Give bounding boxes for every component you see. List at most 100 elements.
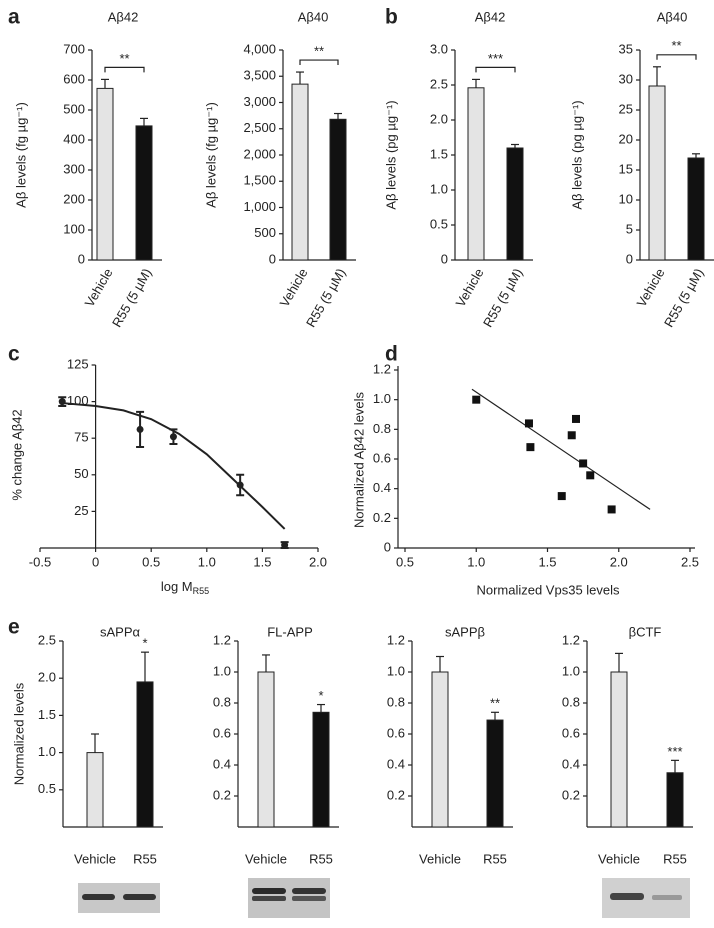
blot-band: [610, 893, 644, 900]
bar: [648, 85, 666, 261]
significance: *: [318, 688, 323, 703]
blot-band: [292, 896, 326, 901]
bar: [257, 671, 275, 828]
panel-label: b: [385, 6, 398, 29]
y-tick-label: 0.2: [213, 787, 231, 802]
x-tick-label: 1.0: [467, 554, 485, 569]
blot-band: [82, 894, 115, 900]
x-tick-label: 1.5: [253, 554, 271, 569]
y-axis-label: Aβ levels (fg µg⁻¹): [203, 102, 218, 208]
y-tick-label: 35: [619, 41, 633, 56]
x-tick-label: 2.0: [610, 554, 628, 569]
data-point: [58, 398, 66, 406]
y-tick-label: 0.4: [387, 756, 405, 771]
y-tick-label: 0.6: [387, 725, 405, 740]
chart-title: Aβ40: [298, 9, 329, 24]
y-tick-label: 2.0: [430, 111, 448, 126]
x-axis-label: Normalized Vps35 levels: [476, 582, 620, 597]
y-tick-label: 0.4: [373, 480, 391, 495]
y-tick-label: 1.0: [430, 181, 448, 196]
y-tick-label: 1.5: [430, 146, 448, 161]
x-tick-label: R55: [133, 851, 157, 866]
y-tick-label: 0.5: [38, 781, 56, 796]
data-point: [572, 414, 580, 423]
y-tick-label: 0.2: [562, 787, 580, 802]
y-tick-label: 0.8: [387, 694, 405, 709]
x-tick-label: Vehicle: [74, 851, 116, 866]
significance: ***: [667, 744, 682, 759]
y-tick-label: 400: [63, 131, 85, 146]
significance-bracket: [299, 59, 339, 66]
y-tick-label: 0.6: [373, 450, 391, 465]
y-tick-label: 0.8: [373, 421, 391, 436]
significance-bracket: [656, 54, 697, 60]
bar: [467, 87, 485, 261]
y-tick-label: 0: [78, 251, 85, 266]
y-tick-label: 1.0: [387, 663, 405, 678]
x-tick-label: 1.0: [198, 554, 216, 569]
x-tick-label: Vehicle: [598, 851, 640, 866]
bar: [136, 681, 154, 828]
chart-title: βCTF: [629, 624, 662, 639]
data-point: [607, 505, 616, 514]
data-point: [567, 431, 576, 440]
significance: ***: [488, 51, 503, 66]
y-axis-label: Aβ levels (pg µg⁻¹): [569, 100, 584, 209]
bar: [431, 671, 449, 828]
y-tick-label: 3,500: [243, 68, 276, 83]
y-tick-label: 0.6: [213, 725, 231, 740]
y-tick-label: 0.4: [562, 756, 580, 771]
y-tick-label: 700: [63, 41, 85, 56]
x-tick-label: 2.0: [309, 554, 327, 569]
y-tick-label: 0: [441, 251, 448, 266]
y-tick-label: 600: [63, 71, 85, 86]
x-tick-label: Vehicle: [419, 851, 461, 866]
blot-band: [292, 888, 326, 894]
x-tick-label: Vehicle: [453, 266, 487, 310]
y-tick-label: 25: [619, 101, 633, 116]
trend-line: [471, 388, 651, 510]
blot-band: [252, 888, 286, 894]
panel-label: a: [8, 6, 20, 29]
bar: [135, 125, 153, 261]
data-point: [524, 419, 533, 428]
y-axis-label: Aβ levels (fg µg⁻¹): [13, 102, 28, 208]
x-tick-label: Vehicle: [277, 266, 311, 310]
significance: *: [142, 636, 147, 651]
significance: **: [671, 38, 681, 53]
y-axis-label: Normalized levels: [11, 682, 26, 785]
x-tick-label: 0.5: [396, 554, 414, 569]
x-tick-label: Vehicle: [245, 851, 287, 866]
x-tick-label: Vehicle: [82, 266, 116, 310]
y-tick-label: 0: [384, 539, 391, 554]
y-tick-label: 20: [619, 131, 633, 146]
x-tick-label: 2.5: [681, 554, 699, 569]
x-tick-label: Vehicle: [634, 266, 668, 310]
y-tick-label: 0.2: [373, 510, 391, 525]
y-tick-label: 1.2: [373, 361, 391, 376]
x-axis-label: log MR55: [161, 579, 209, 596]
y-tick-label: 1.2: [387, 632, 405, 647]
x-axis-label-main: log M: [161, 579, 193, 594]
blots: [78, 878, 690, 918]
x-tick-label: 1.5: [538, 554, 556, 569]
y-axis-label: % change Aβ42: [9, 409, 24, 500]
y-tick-label: 1,500: [243, 173, 276, 188]
y-tick-label: 2.5: [430, 76, 448, 91]
chart-title: Aβ42: [108, 9, 139, 24]
y-tick-label: 1.0: [373, 391, 391, 406]
x-axis-label-sub: R55: [193, 586, 210, 596]
x-tick-label: 0: [92, 554, 99, 569]
y-tick-label: 1.2: [213, 632, 231, 647]
y-tick-label: 25: [74, 503, 88, 518]
y-tick-label: 0.8: [213, 694, 231, 709]
x-tick-label: R55 (5 µM): [661, 266, 707, 330]
y-tick-label: 30: [619, 71, 633, 86]
blot-band: [123, 894, 156, 900]
y-tick-label: 2,500: [243, 120, 276, 135]
data-point: [579, 459, 588, 468]
y-tick-label: 1.0: [38, 744, 56, 759]
y-tick-label: 0: [626, 251, 633, 266]
data-point: [526, 443, 535, 452]
